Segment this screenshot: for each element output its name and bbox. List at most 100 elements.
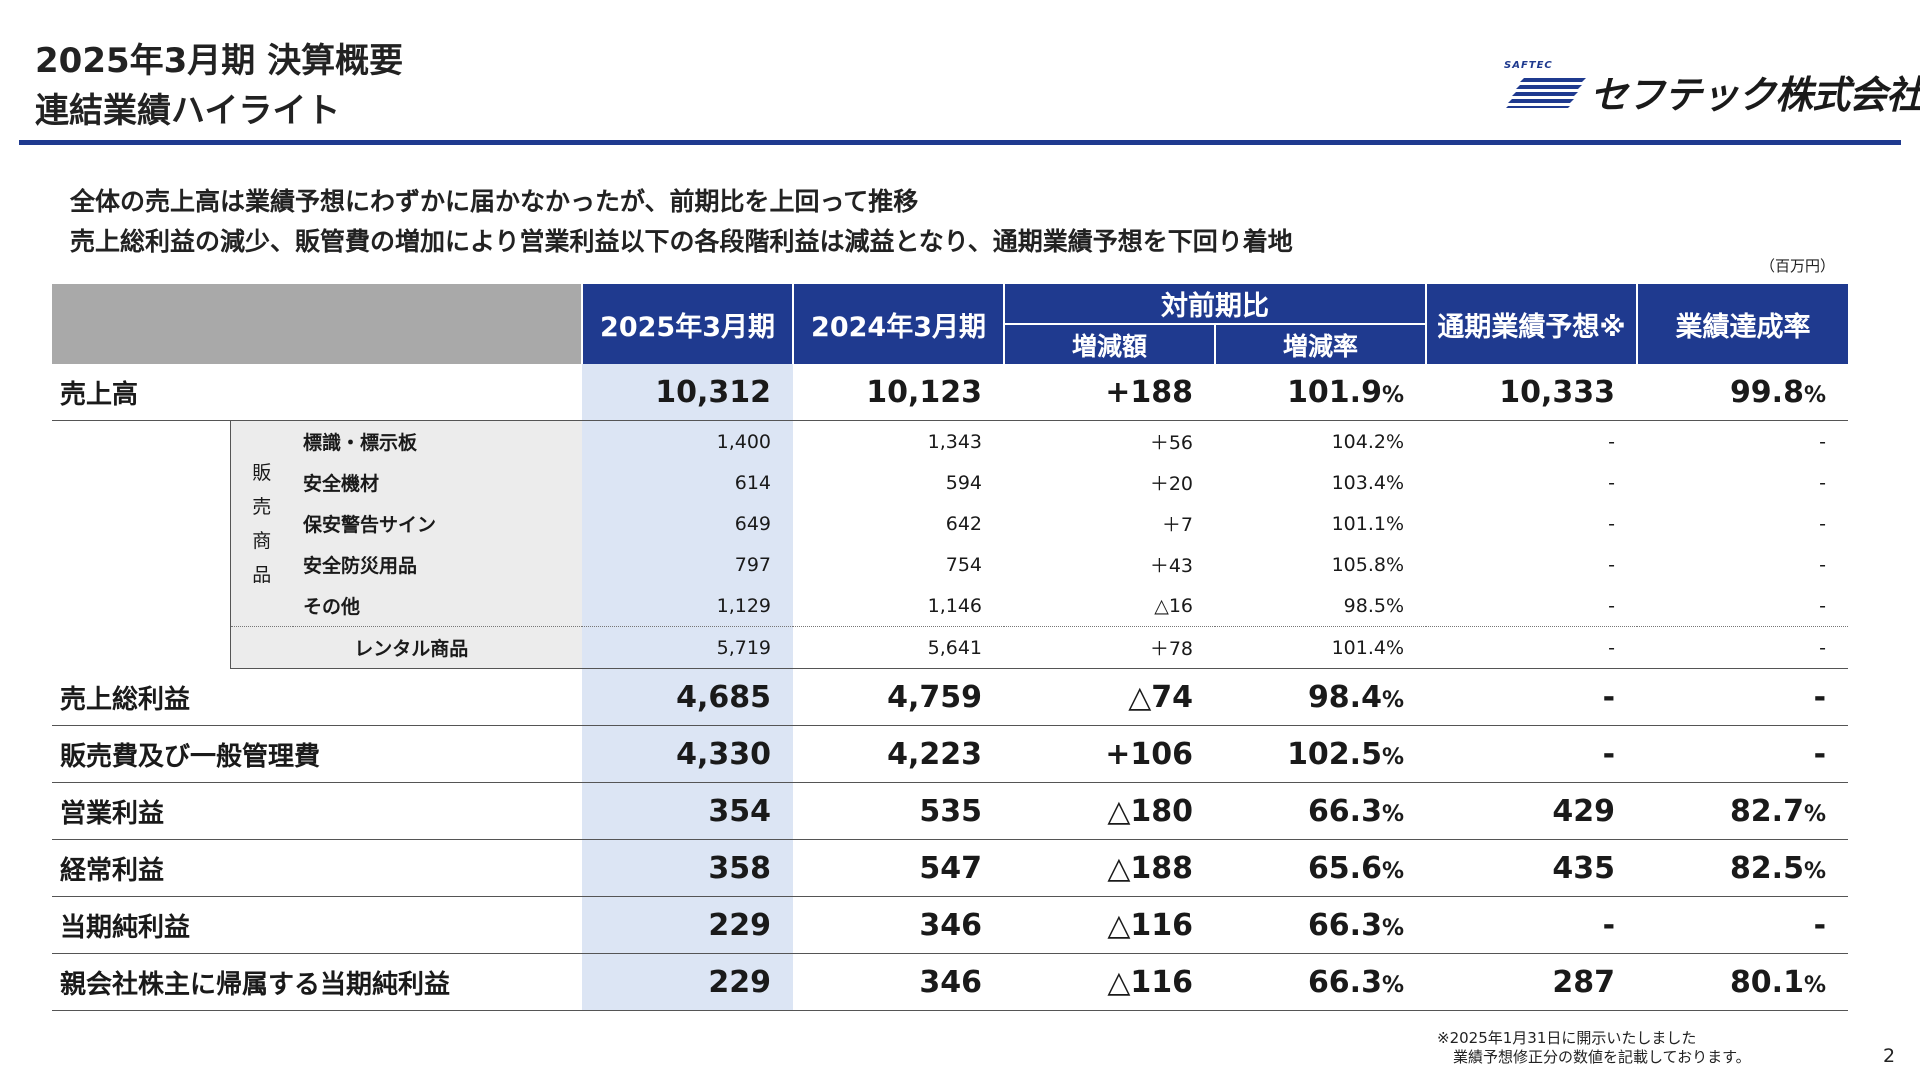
summary-line2: 売上総利益の減少、販管費の増加により営業利益以下の各段階利益は減益となり、通期業… xyxy=(70,227,1293,256)
table-row-merch-2: 保安警告サイン 649 642 ＋7 101.1% - - xyxy=(52,503,1848,544)
cell-fy2025: 10,312 xyxy=(582,364,794,421)
cell-rate: 101.4% xyxy=(1215,626,1427,669)
pct-sign: % xyxy=(1381,687,1405,713)
pct-sign: % xyxy=(1803,858,1827,884)
header-fy2024: 2024年3月期 xyxy=(792,284,1005,364)
cell-diff: ＋7 xyxy=(1161,514,1194,536)
cell-fy2024: 594 xyxy=(945,471,983,494)
cell-fy2025: 4,330 xyxy=(582,725,794,783)
cell-diff: △188 xyxy=(1004,839,1216,897)
header-achievement: 業績達成率 xyxy=(1636,284,1849,364)
cell-rate: 66.3% xyxy=(1215,896,1427,954)
summary-text: 全体の売上高は業績予想にわずかに届かなかったが、前期比を上回って推移 売上総利益… xyxy=(70,182,1293,262)
company-logo: SAFTEC セフテック株式会社 xyxy=(1502,60,1920,117)
cell-fy2024: 547 xyxy=(793,839,1005,897)
cell-diff: ＋43 xyxy=(1149,555,1194,577)
results-table: 2025年3月期 2024年3月期 対前期比 通期業績予想※ 業績達成率 増減額… xyxy=(52,284,1849,1011)
indent-gap xyxy=(52,420,230,669)
logo-small-text: SAFTEC xyxy=(1504,60,1553,71)
pct-sign: % xyxy=(1381,744,1405,770)
table-row-merch-4: その他 1,129 1,146 △16 98.5% - - xyxy=(52,585,1848,627)
item-label: その他 xyxy=(293,585,583,627)
cell-achievement: - xyxy=(1637,668,1849,726)
table-row-merch-0: 販 売 商 品 標識・標示板 1,400 1,343 ＋56 104.2% - … xyxy=(52,420,1848,669)
cell-forecast: 435 xyxy=(1426,839,1638,897)
cell-forecast: - xyxy=(1426,896,1638,954)
cell-diff: +188 xyxy=(1004,364,1216,421)
pct-sign: % xyxy=(1381,972,1405,998)
cell-fy2025: 1,400 xyxy=(582,420,794,462)
row-label: 売上高 xyxy=(52,364,583,421)
cell-fy2025: 649 xyxy=(582,503,794,544)
table-row-net-income-parent: 親会社株主に帰属する当期純利益 229 346 △116 66.3% 287 8… xyxy=(52,953,1849,1011)
cell-fy2025: 614 xyxy=(582,462,794,503)
item-label: 安全機材 xyxy=(293,462,583,503)
pct-sign: % xyxy=(1803,382,1827,408)
pct-sign: % xyxy=(1803,801,1827,827)
table-subheader-row: 増減額 増減率 xyxy=(52,323,1848,364)
cell-fy2025: 229 xyxy=(582,896,794,954)
achievement-value: 82.7 xyxy=(1729,793,1804,829)
cell-rate: 101.9% xyxy=(1215,364,1427,421)
cell-diff: ＋56 xyxy=(1149,432,1194,454)
cell-rate: 102.5% xyxy=(1215,725,1427,783)
cell-forecast: - xyxy=(1426,725,1638,783)
cell-fy2025: 229 xyxy=(582,953,794,1011)
pct-sign: % xyxy=(1803,972,1827,998)
merch-group-char: 商 xyxy=(252,529,272,552)
cell-fy2025: 1,129 xyxy=(582,585,794,627)
cell-forecast: 10,333 xyxy=(1426,364,1638,421)
cell-fy2024: 754 xyxy=(945,553,983,576)
footnote-line1: ※2025年1月31日に開示いたしました xyxy=(1437,1029,1697,1047)
cell-rate: 98.5% xyxy=(1343,594,1405,617)
cell-achievement: - xyxy=(1819,594,1827,617)
cell-fy2024: 10,123 xyxy=(793,364,1005,421)
cell-rate: 101.1% xyxy=(1331,512,1405,535)
cell-fy2024: 4,759 xyxy=(793,668,1005,726)
rate-value: 66.3 xyxy=(1307,964,1382,1000)
header-yoy-amount: 増減額 xyxy=(1003,323,1216,364)
header-blank-cell xyxy=(52,284,583,364)
cell-fy2025: 354 xyxy=(582,782,794,840)
item-label: 標識・標示板 xyxy=(293,420,583,462)
cell-rate: 66.3% xyxy=(1215,953,1427,1011)
cell-achievement: 82.5% xyxy=(1637,839,1849,897)
cell-rate: 98.4% xyxy=(1215,668,1427,726)
cell-fy2024: 5,641 xyxy=(793,626,1005,669)
cell-achievement: 80.1% xyxy=(1637,953,1849,1011)
cell-rate: 65.6% xyxy=(1215,839,1427,897)
cell-achievement: - xyxy=(1819,471,1827,494)
cell-fy2024: 1,343 xyxy=(927,430,983,453)
cell-diff: △180 xyxy=(1004,782,1216,840)
cell-forecast: - xyxy=(1608,512,1616,535)
cell-achievement: - xyxy=(1637,896,1849,954)
unit-label: （百万円） xyxy=(1760,257,1836,275)
cell-achievement: 82.7% xyxy=(1637,782,1849,840)
table-row-merch-3: 安全防災用品 797 754 ＋43 105.8% - - xyxy=(52,544,1848,585)
row-label: 販売費及び一般管理費 xyxy=(52,725,583,783)
cell-fy2024: 535 xyxy=(793,782,1005,840)
item-label: レンタル商品 xyxy=(229,626,583,669)
merch-group-char: 売 xyxy=(252,495,272,518)
row-label: 親会社株主に帰属する当期純利益 xyxy=(52,953,583,1011)
table-row-merch-1: 安全機材 614 594 ＋20 103.4% - - xyxy=(52,462,1848,503)
table-row-net-income: 当期純利益 229 346 △116 66.3% - - xyxy=(52,896,1849,954)
cell-forecast: 429 xyxy=(1426,782,1638,840)
item-label: 保安警告サイン xyxy=(293,503,583,544)
cell-diff: ＋78 xyxy=(1004,626,1216,669)
summary-line1: 全体の売上高は業績予想にわずかに届かなかったが、前期比を上回って推移 xyxy=(70,187,919,216)
header-fy2025: 2025年3月期 xyxy=(581,284,794,364)
page-title: 2025年3月期 決算概要 連結業績ハイライト xyxy=(35,36,403,136)
table-row-gross-profit: 売上総利益 4,685 4,759 △74 98.4% - - xyxy=(52,668,1849,726)
rate-value: 98.4 xyxy=(1307,679,1382,715)
page-title-line2: 連結業績ハイライト xyxy=(35,91,341,131)
header-forecast: 通期業績予想※ xyxy=(1425,284,1638,364)
cell-forecast: - xyxy=(1426,626,1638,669)
cell-forecast: - xyxy=(1608,430,1616,453)
item-label: 安全防災用品 xyxy=(293,544,583,585)
footnote-line2: 業績予想修正分の数値を記載しております。 xyxy=(1453,1048,1751,1066)
achievement-value: 82.5 xyxy=(1729,850,1804,886)
saftec-stripes-icon xyxy=(1506,78,1586,108)
cell-forecast: - xyxy=(1608,553,1616,576)
merch-group-char: 品 xyxy=(252,563,272,586)
